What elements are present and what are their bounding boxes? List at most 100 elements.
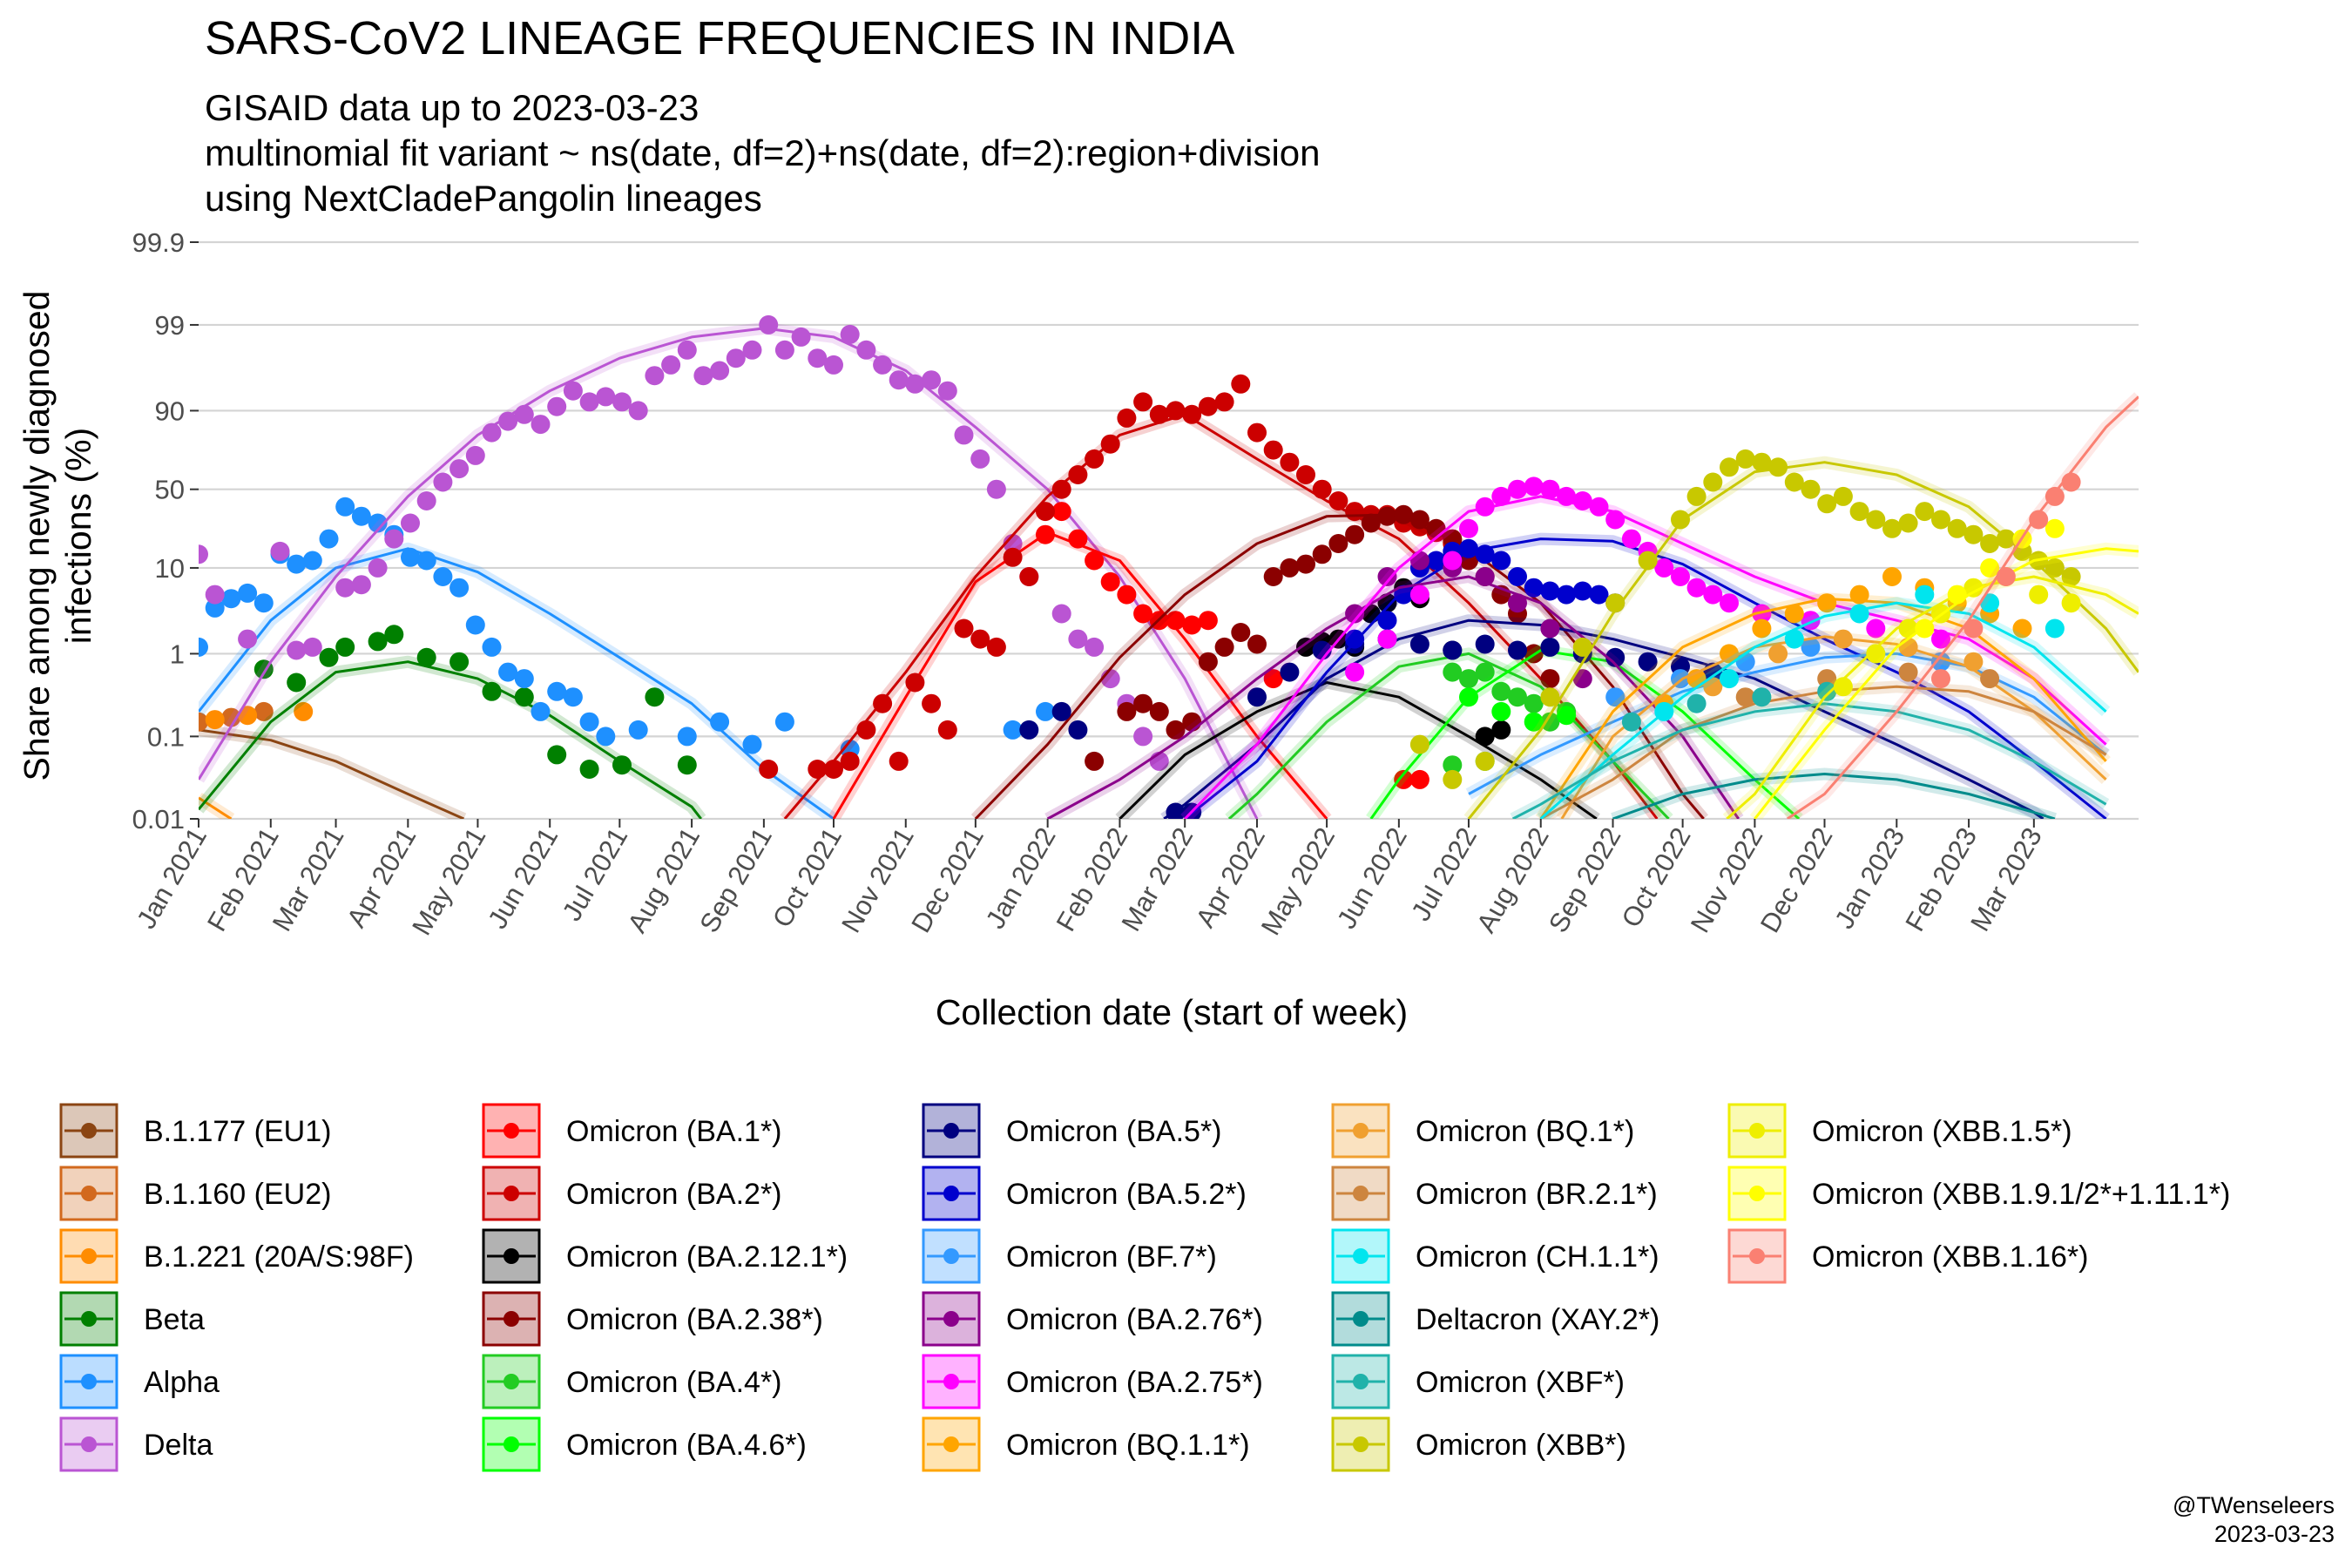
series-omicron-ba-4 bbox=[1225, 647, 1673, 819]
data-point bbox=[986, 637, 1006, 657]
data-point bbox=[1752, 452, 1772, 472]
data-point bbox=[319, 647, 339, 667]
legend-item-b-1-160-eu2: B.1.160 (EU2) bbox=[59, 1166, 331, 1221]
data-point bbox=[1280, 558, 1300, 578]
legend-item-omicron-xbb-1-9-1-2-1-11-1: Omicron (XBB.1.9.1/2*+1.11.1*) bbox=[1727, 1166, 2230, 1221]
data-point bbox=[661, 355, 681, 375]
data-point bbox=[1557, 585, 1577, 605]
plot-area bbox=[199, 314, 2139, 819]
legend-label: Omicron (BA.2.75*) bbox=[1006, 1366, 1263, 1399]
data-point bbox=[840, 324, 860, 344]
data-point bbox=[2029, 585, 2049, 605]
legend-label: Beta bbox=[144, 1303, 205, 1336]
fit-line bbox=[199, 660, 702, 819]
data-point bbox=[1508, 479, 1527, 499]
legend-label: Omicron (BA.2.12.1*) bbox=[566, 1240, 848, 1274]
data-point bbox=[1036, 701, 1055, 721]
data-point bbox=[368, 558, 388, 578]
data-point bbox=[742, 734, 762, 754]
data-point bbox=[416, 551, 436, 571]
data-point bbox=[693, 366, 713, 386]
data-point bbox=[1491, 551, 1511, 571]
data-point bbox=[2061, 593, 2081, 613]
data-point bbox=[1720, 669, 1739, 689]
data-point bbox=[954, 618, 974, 639]
data-point bbox=[1345, 662, 1365, 682]
data-point bbox=[1671, 567, 1690, 586]
data-point bbox=[449, 459, 470, 479]
x-tick-label: Oct 2021 bbox=[767, 822, 848, 932]
y-tick-label: 99.9 bbox=[132, 227, 185, 258]
data-point bbox=[199, 544, 208, 564]
data-point bbox=[1345, 629, 1365, 649]
data-point bbox=[1572, 581, 1592, 601]
data-point bbox=[1605, 510, 1625, 530]
fit-line bbox=[1119, 681, 1598, 819]
legend-label: Omicron (BQ.1*) bbox=[1416, 1115, 1634, 1148]
credit-handle: @TWenseleers bbox=[2173, 1492, 2335, 1518]
data-point bbox=[1247, 634, 1267, 654]
data-point bbox=[563, 687, 583, 707]
data-point bbox=[1051, 701, 1071, 721]
legend-label: Delta bbox=[144, 1429, 213, 1462]
data-point bbox=[1524, 712, 1544, 732]
data-point bbox=[416, 491, 436, 510]
data-point bbox=[1801, 637, 1821, 657]
legend-dot bbox=[504, 1186, 519, 1201]
data-point bbox=[922, 370, 942, 390]
data-point bbox=[1735, 687, 1755, 707]
data-point bbox=[1214, 392, 1234, 412]
data-point bbox=[547, 681, 567, 701]
data-point bbox=[1166, 611, 1186, 631]
fit-line bbox=[199, 327, 1259, 819]
data-point bbox=[465, 445, 485, 465]
data-point bbox=[1686, 578, 1707, 598]
data-point bbox=[433, 567, 453, 586]
data-point bbox=[1720, 457, 1739, 477]
data-point bbox=[547, 396, 567, 416]
legend-item-omicron-ba-4: Omicron (BA.4*) bbox=[482, 1354, 782, 1409]
data-point bbox=[1231, 623, 1251, 642]
legend-dot bbox=[1749, 1186, 1765, 1201]
data-point bbox=[1296, 465, 1315, 484]
data-point bbox=[1182, 615, 1202, 635]
data-point bbox=[1263, 669, 1283, 689]
data-point bbox=[253, 593, 274, 613]
data-point bbox=[514, 687, 534, 707]
data-point bbox=[970, 629, 990, 649]
data-point bbox=[579, 712, 599, 732]
data-point bbox=[482, 637, 502, 657]
legend-item-omicron-br-2-1: Omicron (BR.2.1*) bbox=[1331, 1166, 1658, 1221]
data-point bbox=[401, 513, 420, 533]
legend-item-omicron-ba-2-12-1: Omicron (BA.2.12.1*) bbox=[482, 1228, 848, 1284]
data-point bbox=[1443, 755, 1463, 775]
data-point bbox=[1508, 567, 1527, 586]
y-tick-label: 0.1 bbox=[147, 721, 185, 752]
y-tick-label: 99 bbox=[155, 310, 185, 341]
x-tick-label: Sep 2022 bbox=[1543, 822, 1627, 937]
data-point bbox=[221, 589, 241, 609]
data-point bbox=[742, 340, 762, 360]
data-point bbox=[1117, 408, 1137, 428]
data-point bbox=[287, 554, 307, 574]
legend-dot bbox=[504, 1311, 519, 1327]
data-point bbox=[1377, 567, 1397, 586]
y-tick-label: 90 bbox=[155, 395, 185, 426]
data-point bbox=[1524, 693, 1544, 713]
confidence-band bbox=[199, 723, 467, 819]
series-beta bbox=[199, 625, 706, 819]
legend-label: Omicron (XBB.1.5*) bbox=[1812, 1115, 2072, 1148]
data-point bbox=[710, 361, 730, 381]
legend-item-omicron-ba-2-75: Omicron (BA.2.75*) bbox=[922, 1354, 1263, 1409]
data-point bbox=[2044, 518, 2065, 538]
data-point bbox=[1963, 652, 1984, 672]
data-point bbox=[856, 720, 876, 740]
data-point bbox=[808, 348, 828, 368]
data-point bbox=[1475, 751, 1495, 771]
chart-title: SARS-CoV2 LINEAGE FREQUENCIES IN INDIA bbox=[205, 12, 1234, 64]
series-omicron-ba-2-76 bbox=[1044, 551, 1744, 819]
x-tick-label: Jul 2022 bbox=[1405, 822, 1483, 926]
x-tick-label: Apr 2022 bbox=[1190, 822, 1271, 932]
legend-dot bbox=[81, 1248, 97, 1264]
